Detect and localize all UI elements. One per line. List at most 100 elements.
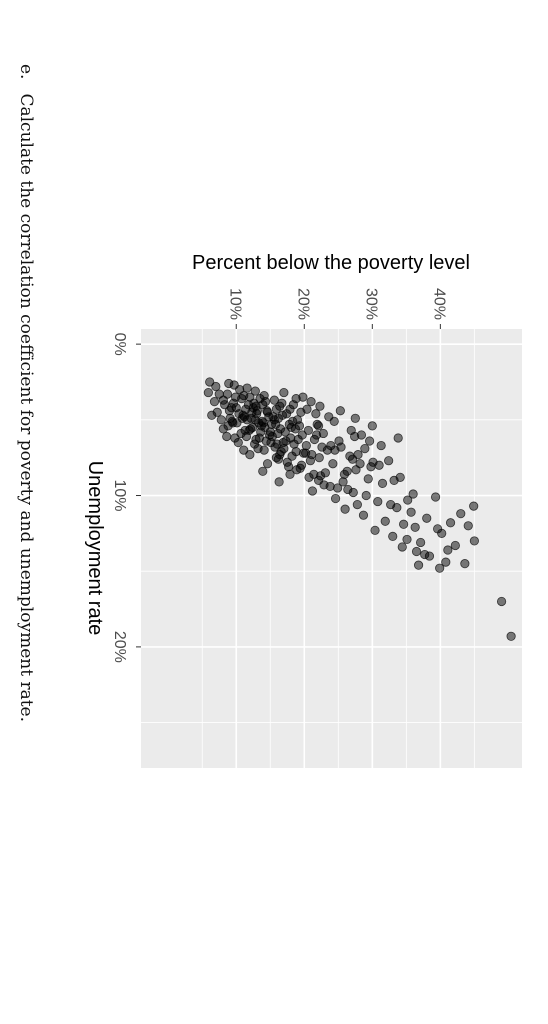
x-axis-title: Unemployment rate [84, 461, 106, 636]
data-point [339, 469, 350, 479]
data-point [275, 450, 285, 460]
data-point [209, 397, 220, 407]
data-point [370, 525, 380, 535]
data-point [393, 433, 403, 443]
data-point [303, 425, 313, 436]
data-point [351, 465, 361, 475]
data-point [226, 403, 237, 413]
data-points [203, 377, 516, 641]
data-point [207, 410, 217, 420]
data-point [386, 499, 396, 510]
data-point [441, 557, 451, 567]
data-point [222, 389, 233, 399]
data-point [258, 466, 268, 476]
data-point [307, 486, 318, 496]
data-point [356, 430, 367, 440]
data-point [272, 439, 282, 449]
data-point [408, 489, 418, 499]
data-point [240, 425, 250, 436]
data-point [259, 391, 269, 401]
data-point [262, 459, 273, 469]
data-point [262, 406, 272, 416]
data-point [320, 468, 330, 478]
data-point [397, 542, 407, 552]
data-point [286, 422, 296, 432]
data-point [430, 492, 441, 502]
data-point [279, 387, 289, 398]
data-point [364, 436, 375, 446]
y-tick-label: 10% [226, 288, 243, 320]
data-point [416, 537, 426, 548]
data-point [301, 448, 311, 458]
data-point [358, 510, 369, 520]
data-point [460, 559, 470, 569]
data-point [228, 418, 238, 428]
data-point [218, 424, 228, 434]
data-point [311, 409, 321, 419]
data-point [413, 560, 424, 570]
data-point [253, 443, 263, 454]
x-tick-label: 10% [111, 480, 128, 512]
data-point [496, 596, 507, 607]
data-point [469, 536, 479, 546]
data-point [280, 427, 290, 437]
data-point [277, 398, 287, 408]
data-point [329, 416, 339, 426]
data-point [506, 631, 516, 641]
data-point [420, 549, 430, 560]
data-point [363, 474, 373, 484]
x-axis-ticks: 0% 10% 20% [111, 333, 141, 663]
data-point [289, 439, 299, 449]
data-point [399, 519, 409, 529]
data-point [238, 410, 248, 420]
data-point [306, 397, 316, 407]
data-point [271, 419, 281, 429]
plot-panel [141, 329, 522, 768]
y-tick-label: 20% [294, 288, 311, 320]
data-point [295, 463, 305, 473]
data-point [330, 445, 340, 455]
data-point [250, 415, 260, 425]
data-point [377, 478, 388, 489]
y-tick-label: 40% [430, 288, 447, 320]
data-point [292, 415, 303, 425]
data-point [314, 453, 324, 463]
data-point [222, 431, 232, 442]
data-point [245, 392, 255, 402]
data-point [233, 437, 243, 448]
data-point [411, 546, 422, 557]
data-point [203, 387, 213, 398]
data-point [340, 504, 350, 514]
data-point [291, 394, 301, 404]
y-axis-ticks: 10% 20% 30% 40% [226, 288, 447, 329]
data-point [469, 501, 479, 511]
data-point [395, 472, 405, 482]
data-point [297, 430, 307, 440]
data-point [250, 386, 260, 396]
data-point [305, 456, 316, 466]
data-point [335, 406, 345, 416]
data-point [284, 462, 294, 472]
data-point [318, 428, 328, 439]
data-point [319, 480, 329, 490]
data-point [230, 392, 241, 402]
data-point [265, 427, 275, 437]
x-tick-label: 0% [111, 333, 128, 356]
data-point [229, 380, 239, 390]
data-point [309, 434, 320, 445]
data-point [211, 381, 221, 392]
data-point [274, 477, 284, 487]
data-point [374, 460, 384, 470]
data-point [330, 493, 341, 504]
data-point [239, 445, 249, 455]
data-point [245, 450, 255, 460]
data-point [384, 456, 394, 466]
data-point [291, 447, 301, 457]
data-point [315, 401, 325, 411]
data-point [422, 513, 432, 523]
data-point [380, 516, 390, 526]
data-point [343, 484, 353, 495]
data-point [242, 383, 252, 393]
data-point [353, 450, 363, 460]
data-point [296, 407, 306, 417]
